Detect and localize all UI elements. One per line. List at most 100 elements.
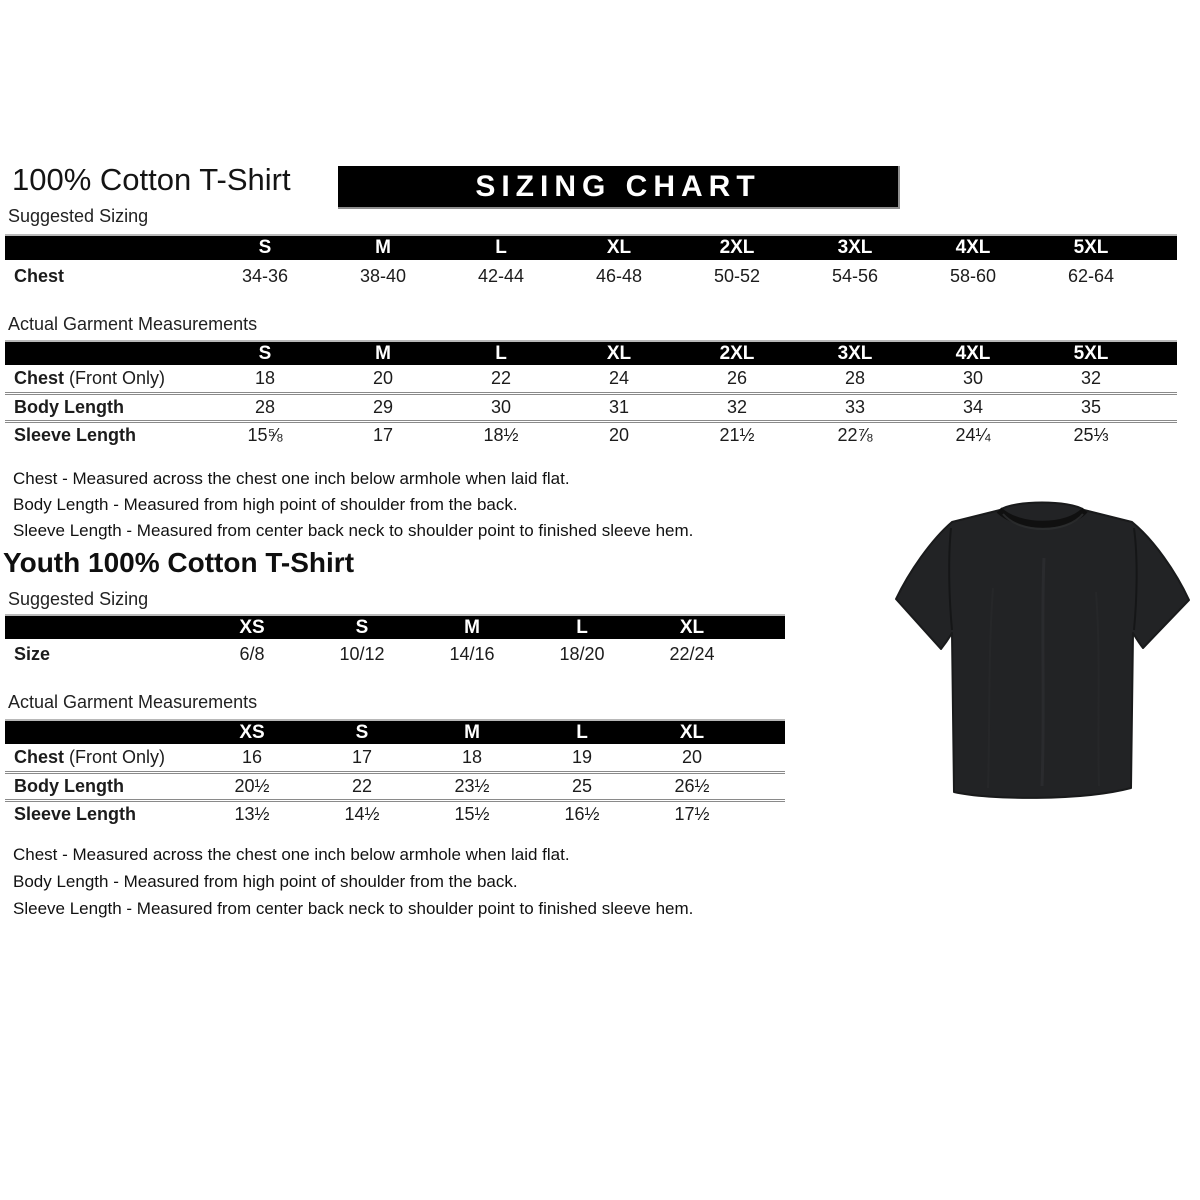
measurement-cell: 23½ (417, 770, 527, 800)
measurement-cell: 54-56 (831, 265, 879, 286)
measurement-cell: 22 (490, 367, 512, 388)
tshirt-fold (987, 587, 994, 789)
measurement-cell: 21½ (678, 419, 796, 449)
size-col-header: S (307, 614, 417, 639)
table-row: Chest (Front Only) 16 17 18 19 20 (5, 744, 785, 772)
measurement-cell: 30 (442, 391, 560, 421)
measurement-cell: 31 (560, 391, 678, 421)
size-col-header: M (324, 234, 442, 260)
measurement-cell: 17 (351, 746, 373, 767)
tshirt-fold (1095, 591, 1100, 787)
size-col-header: 4XL (914, 234, 1032, 260)
filler-cell (747, 639, 785, 669)
measurement-cell: 30 (962, 367, 984, 388)
filler-cell (747, 614, 785, 639)
size-col-header: L (527, 614, 637, 639)
filler-cell (747, 798, 785, 828)
filler-cell (1150, 419, 1177, 449)
row-label: Size (14, 643, 51, 664)
measurement-cell: 15½ (417, 798, 527, 828)
measurement-cell: 20 (681, 746, 703, 767)
filler-cell (1150, 391, 1177, 421)
adult-suggested-sizing-table: S M L XL 2XL 3XL 4XL 5XL Chest 34-36 38-… (5, 234, 1177, 292)
measurement-cell: 22⅞ (796, 419, 914, 449)
table-row: Size 6/8 10/12 14/16 18/20 22/24 (5, 639, 785, 669)
tshirt-collar (996, 507, 1088, 528)
measurement-cell: 25⅓ (1032, 419, 1150, 449)
measurement-cell: 34-36 (241, 265, 289, 286)
measurement-cell: 35 (1032, 391, 1150, 421)
measurement-cell: 22/24 (669, 643, 715, 664)
measurement-cell: 13½ (197, 798, 307, 828)
size-col-header: XL (560, 234, 678, 260)
measurement-cell: 62-64 (1067, 265, 1115, 286)
page-title: 100% Cotton T-Shirt (12, 162, 291, 197)
size-col-header: 5XL (1032, 234, 1150, 260)
row-label-text: Sleeve Length (14, 425, 137, 446)
measurement-cell: 50-52 (713, 265, 761, 286)
measurement-note: Chest - Measured across the chest one in… (13, 469, 570, 488)
adult-actual-measurements-table: S M L XL 2XL 3XL 4XL 5XL Chest (Front On… (5, 340, 1177, 449)
table-row: Sleeve Length 13½ 14½ 15½ 16½ 17½ (5, 798, 785, 828)
tshirt-image (895, 501, 1190, 799)
measurement-cell: 17½ (637, 798, 747, 828)
measurement-cell: 18½ (442, 419, 560, 449)
size-col-header: M (324, 340, 442, 365)
measurement-note: Sleeve Length - Measured from center bac… (13, 899, 694, 918)
measurement-cell: 22 (307, 770, 417, 800)
measurement-cell: 28 (206, 391, 324, 421)
filler-cell (747, 770, 785, 800)
row-label-text: Body Length (14, 396, 124, 417)
measurement-cell: 26½ (637, 770, 747, 800)
measurement-cell: 32 (678, 391, 796, 421)
measurement-cell: 16 (241, 746, 263, 767)
corner-cell (5, 234, 206, 260)
measurement-cell: 16½ (527, 798, 637, 828)
measurement-cell: 25 (527, 770, 637, 800)
size-col-header: 5XL (1032, 340, 1150, 365)
table-row: Sleeve Length 15⅝ 17 18½ 20 21½ 22⅞ 24¼ … (5, 419, 1177, 449)
measurement-cell: 28 (844, 367, 866, 388)
table-row: Chest (Front Only) 18 20 22 24 26 28 30 … (5, 365, 1177, 393)
measurement-cell: 58-60 (949, 265, 997, 286)
measurement-note: Body Length - Measured from high point o… (13, 495, 518, 514)
size-col-header: XL (560, 340, 678, 365)
row-label: Body Length (5, 391, 206, 421)
row-label: Sleeve Length (5, 419, 206, 449)
tshirt-sleeve-seam (948, 527, 953, 631)
filler-cell (1150, 260, 1177, 292)
size-col-header: L (527, 719, 637, 744)
measurement-cell: 19 (571, 746, 593, 767)
youth-actual-measurements-label: Actual Garment Measurements (8, 692, 258, 712)
size-col-header: M (417, 719, 527, 744)
measurement-note: Body Length - Measured from high point o… (13, 872, 518, 891)
filler-cell (1150, 365, 1177, 393)
measurement-cell: 32 (1080, 367, 1102, 388)
size-col-header: 2XL (678, 340, 796, 365)
size-col-header: XL (637, 719, 747, 744)
row-label-suffix: (Front Only) (64, 367, 166, 388)
tshirt-sleeve-seam (1133, 527, 1138, 631)
measurement-cell: 33 (796, 391, 914, 421)
measurement-note: Chest - Measured across the chest one in… (13, 845, 570, 864)
row-label-text: Sleeve Length (14, 804, 137, 825)
measurement-cell: 18/20 (559, 643, 605, 664)
measurement-cell: 42-44 (477, 265, 525, 286)
size-col-header: 4XL (914, 340, 1032, 365)
measurement-cell: 18 (254, 367, 276, 388)
measurement-cell: 29 (324, 391, 442, 421)
size-col-header: M (417, 614, 527, 639)
size-col-header: L (442, 340, 560, 365)
row-label: Chest (Front Only) (5, 365, 206, 393)
youth-suggested-sizing-label: Suggested Sizing (8, 589, 149, 609)
measurement-cell: 14½ (307, 798, 417, 828)
row-label: Chest (14, 265, 65, 286)
size-col-header: 3XL (796, 234, 914, 260)
size-col-header: S (206, 234, 324, 260)
measurement-cell: 18 (461, 746, 483, 767)
table-row: Body Length 28 29 30 31 32 33 34 35 (5, 391, 1177, 421)
corner-cell (5, 614, 197, 639)
measurement-cell: 24 (608, 367, 630, 388)
size-col-header: S (206, 340, 324, 365)
measurement-cell: 20 (560, 419, 678, 449)
